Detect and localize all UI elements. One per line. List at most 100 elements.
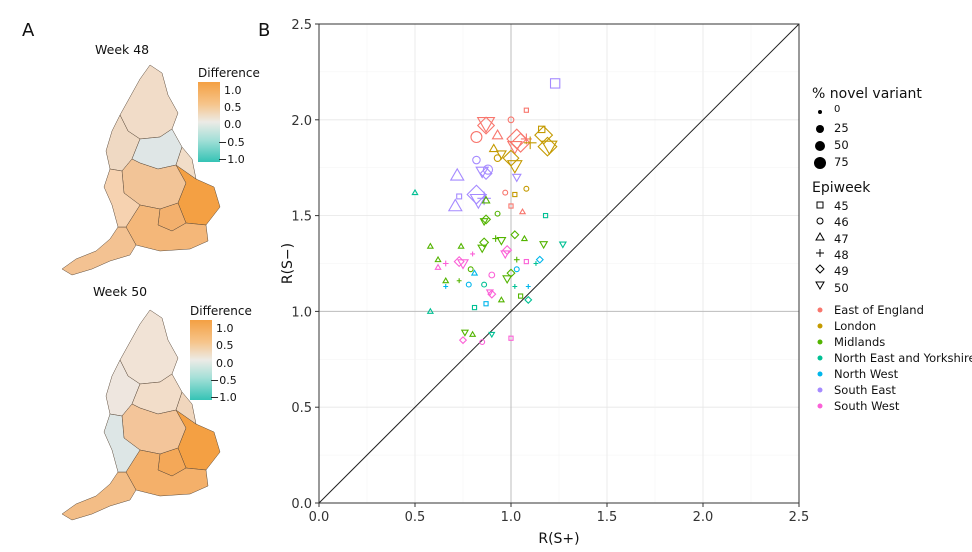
data-point-triangle-up	[457, 242, 465, 249]
region-north	[119, 64, 179, 140]
map-week50-tick: 0.0	[216, 357, 234, 370]
plot-border	[318, 23, 800, 504]
data-point-circle	[481, 281, 488, 288]
region-southwest	[61, 226, 137, 276]
data-point-triangle-up	[434, 255, 442, 263]
data-point-triangle-up	[447, 198, 463, 212]
data-point-triangle-down	[475, 166, 490, 179]
identity-line	[318, 23, 800, 504]
x-tick-label: 1.0	[501, 510, 522, 525]
triangle-down-icon	[815, 281, 825, 291]
shape-legend-title: Epiweek	[812, 180, 871, 196]
data-point-triangle-down	[485, 289, 494, 297]
y-tick-label: 1.0	[291, 305, 312, 320]
region-wales-edge	[103, 413, 141, 473]
map-week48-legend-title: Difference	[198, 66, 260, 80]
size-legend-key	[818, 110, 822, 114]
map-week48-colorbar	[198, 82, 220, 162]
data-point-triangle-up	[442, 276, 450, 284]
data-point-circle	[513, 266, 520, 273]
data-point-square	[512, 191, 518, 198]
shape-legend-label: 46	[834, 215, 849, 229]
data-point-diamond	[537, 136, 558, 157]
data-point-circle	[482, 164, 494, 175]
y-axis-label: R(S−)	[280, 243, 296, 284]
data-point-triangle-down	[456, 259, 470, 270]
x-tick-label: 0.5	[405, 510, 426, 525]
region-southwest	[61, 471, 137, 521]
data-point-triangle-up	[470, 269, 479, 276]
size-legend-key	[815, 141, 825, 151]
data-point-triangle-up	[468, 330, 477, 337]
data-point-square	[549, 78, 561, 89]
data-point-diamond	[480, 214, 492, 225]
data-point-triangle-up	[518, 207, 527, 215]
region-legend-key	[817, 323, 823, 329]
triangle-up-icon	[815, 231, 825, 241]
data-point-triangle-down	[495, 150, 507, 160]
region-legend-label: East of England	[834, 303, 924, 317]
region-north	[119, 309, 179, 385]
region-legend-label: North West	[834, 367, 899, 381]
y-tick-label: 0.5	[291, 401, 312, 416]
region-legend-key	[817, 355, 823, 361]
region-legend-label: Midlands	[834, 335, 886, 349]
plus-icon	[816, 249, 824, 257]
data-point-circle	[470, 131, 483, 144]
map-week50-tick: 0.5	[216, 339, 234, 352]
x-axis-label: R(S+)	[538, 531, 579, 547]
map-week48-tick: 0.5	[224, 101, 242, 114]
data-point-diamond	[479, 237, 490, 248]
size-legend-key	[816, 125, 824, 133]
region-legend-label: South West	[834, 399, 900, 413]
data-point-diamond	[458, 336, 468, 345]
shape-legend-label: 49	[834, 264, 849, 278]
size-legend-label: 0	[834, 104, 841, 115]
data-point-circle	[488, 271, 496, 279]
shape-legend-label: 47	[834, 232, 849, 246]
data-point-diamond	[535, 255, 544, 264]
region-lincs	[175, 391, 197, 425]
data-point-triangle-up	[488, 143, 499, 153]
data-point-square	[523, 107, 529, 113]
map-week50	[61, 309, 221, 521]
y-tick-label: 1.5	[291, 210, 312, 225]
data-point-square	[537, 125, 546, 134]
data-point-triangle-down	[469, 193, 488, 210]
data-point-plus	[513, 256, 520, 263]
data-point-triangle-up	[411, 188, 419, 196]
data-point-diamond	[479, 166, 493, 181]
data-point-square	[508, 335, 514, 341]
data-point-circle	[523, 185, 530, 192]
panel-b-label: B	[258, 20, 271, 41]
data-point-plus	[533, 261, 539, 266]
data-point-triangle-down	[496, 236, 507, 246]
data-point-triangle-down	[539, 241, 549, 250]
data-point-circle	[479, 339, 486, 346]
region-legend-key	[817, 403, 823, 409]
region-legend-key	[817, 387, 823, 393]
circle-icon	[816, 217, 824, 225]
data-point-triangle-down	[479, 218, 489, 227]
data-point-triangle-up	[481, 195, 491, 204]
data-point-plus	[456, 278, 462, 284]
map-week48-england	[61, 64, 221, 276]
data-point-circle	[472, 155, 481, 165]
data-point-plus	[512, 284, 518, 289]
y-tick-label: 2.0	[291, 114, 312, 129]
map-week50-colorbar	[190, 320, 212, 400]
y-tick-label: 0.0	[291, 497, 312, 512]
region-legend-key	[817, 307, 823, 313]
map-week50-title: Week 50	[93, 284, 148, 299]
map-week48-tick: 1.0	[224, 84, 242, 97]
region-legend-label: London	[834, 319, 877, 333]
data-point-triangle-down	[511, 173, 522, 183]
data-point-square	[471, 304, 478, 311]
shape-legend-label: 48	[834, 248, 849, 262]
data-point-triangle-up	[426, 307, 434, 314]
data-point-plus	[523, 136, 537, 150]
data-point-circle	[465, 281, 472, 288]
data-point-diamond	[524, 295, 533, 304]
data-point-triangle-up	[426, 242, 434, 249]
data-point-triangle-down	[506, 160, 523, 174]
